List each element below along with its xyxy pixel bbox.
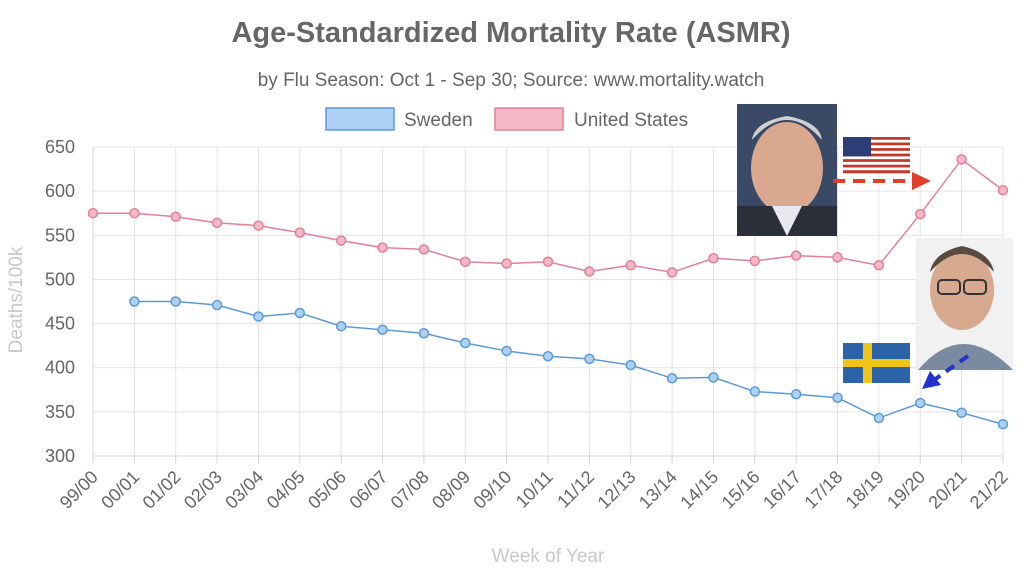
data-point xyxy=(790,388,802,400)
data-point xyxy=(418,244,430,255)
x-tick-label: 16/17 xyxy=(759,467,805,513)
x-tick-label: 03/04 xyxy=(221,467,267,513)
data-point xyxy=(294,227,306,238)
data-point xyxy=(915,208,926,220)
data-point xyxy=(170,211,181,222)
data-point xyxy=(625,260,636,271)
x-tick-label: 20/21 xyxy=(924,467,970,513)
x-tick-label: 08/09 xyxy=(428,467,474,513)
data-point xyxy=(584,266,595,277)
x-tick-label: 10/11 xyxy=(512,467,557,512)
data-point xyxy=(956,154,967,165)
x-tick-label: 02/03 xyxy=(180,467,226,513)
x-axis-label: Week of Year xyxy=(492,546,605,567)
sweden-flag-icon xyxy=(843,343,910,383)
legend-label: Sweden xyxy=(404,110,473,131)
series-layer xyxy=(87,154,1009,430)
data-point xyxy=(584,353,595,365)
x-tick-label: 18/19 xyxy=(842,467,888,513)
data-point xyxy=(542,350,554,362)
y-tick-label: 600 xyxy=(45,181,75,201)
x-tick-label: 00/01 xyxy=(97,467,143,513)
x-tick-label: 99/00 xyxy=(56,467,102,513)
data-point xyxy=(460,337,471,349)
y-axis-label: Deaths/100k xyxy=(6,246,27,353)
data-point xyxy=(873,260,885,271)
grid: 30035040045050055060065099/0000/0101/020… xyxy=(45,137,1012,513)
y-tick-label: 400 xyxy=(45,358,75,378)
data-point xyxy=(708,252,719,264)
y-tick-label: 500 xyxy=(45,269,75,289)
x-tick-label: 19/20 xyxy=(883,467,929,513)
y-tick-label: 550 xyxy=(45,225,75,245)
data-point xyxy=(211,299,223,311)
data-point xyxy=(832,392,843,403)
data-point xyxy=(501,258,512,269)
data-point xyxy=(873,412,885,424)
data-point xyxy=(129,296,140,307)
data-point xyxy=(460,256,471,268)
data-point xyxy=(666,267,678,278)
data-point xyxy=(956,407,967,418)
us-flag-icon xyxy=(843,137,910,174)
legend-label: United States xyxy=(574,110,688,131)
x-tick-label: 09/10 xyxy=(469,467,515,513)
data-point xyxy=(708,372,719,383)
data-point xyxy=(335,235,347,246)
chart-title: Age-Standardized Mortality Rate (ASMR) xyxy=(231,17,790,49)
data-point xyxy=(749,255,761,267)
data-point xyxy=(997,185,1009,196)
x-tick-label: 12/13 xyxy=(594,467,640,513)
legend: Sweden United States xyxy=(325,107,688,131)
data-point xyxy=(790,250,802,261)
data-point xyxy=(997,418,1009,430)
x-tick-label: 15/16 xyxy=(718,467,764,513)
data-point xyxy=(625,359,636,371)
x-tick-label: 04/05 xyxy=(263,467,309,513)
data-point xyxy=(253,311,264,322)
data-point xyxy=(915,397,926,409)
data-point xyxy=(542,256,554,268)
x-tick-label: 17/18 xyxy=(800,467,846,513)
blue-arrow xyxy=(922,354,970,389)
x-tick-label: 01/02 xyxy=(139,467,185,513)
data-point xyxy=(294,307,306,319)
x-tick-label: 14/15 xyxy=(676,467,722,513)
data-point xyxy=(129,207,140,219)
data-point xyxy=(666,373,678,384)
y-tick-label: 350 xyxy=(45,402,75,422)
red-arrow xyxy=(833,172,931,190)
data-point xyxy=(335,320,347,332)
data-point xyxy=(253,220,264,231)
data-point xyxy=(749,386,761,397)
x-tick-label: 21/22 xyxy=(966,467,1012,513)
data-point xyxy=(377,242,388,253)
chart-subtitle: by Flu Season: Oct 1 - Sep 30; Source: w… xyxy=(258,70,765,91)
x-tick-label: 06/07 xyxy=(345,467,391,513)
legend-swatch xyxy=(325,107,395,131)
y-tick-label: 450 xyxy=(45,314,75,334)
y-tick-label: 650 xyxy=(45,137,75,157)
data-point xyxy=(87,207,99,219)
legend-swatch xyxy=(494,107,564,131)
data-point xyxy=(377,324,388,336)
x-tick-label: 07/08 xyxy=(387,467,433,513)
x-tick-label: 11/12 xyxy=(553,467,598,512)
x-tick-label: 05/06 xyxy=(304,467,350,513)
data-point xyxy=(832,252,843,263)
data-point xyxy=(211,217,223,229)
x-tick-label: 13/14 xyxy=(635,467,681,513)
series-line-sweden xyxy=(134,300,1004,425)
data-point xyxy=(418,328,430,339)
data-point xyxy=(501,345,512,357)
person-photo-top xyxy=(737,104,837,236)
person-photo-right xyxy=(916,238,1013,370)
y-tick-label: 300 xyxy=(45,446,75,466)
data-point xyxy=(170,296,181,307)
